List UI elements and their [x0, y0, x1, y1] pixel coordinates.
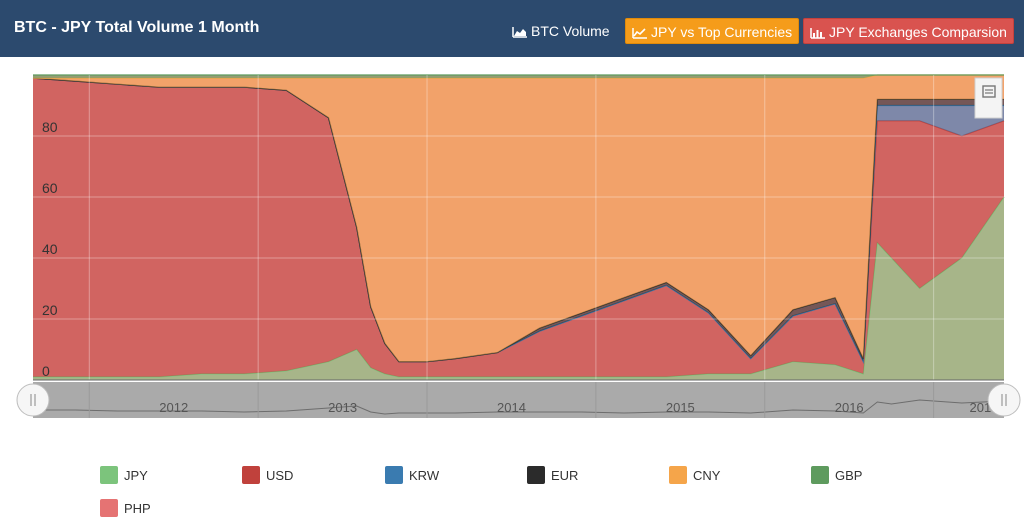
legend-label-php: PHP [124, 501, 151, 516]
legend-label-gbp: GBP [835, 468, 863, 483]
x-tick-label: 2015 [666, 400, 695, 415]
area-gbp [33, 75, 1004, 79]
export-menu-icon[interactable] [974, 77, 1003, 119]
jpy-exchanges-comparison-label: JPY Exchanges Comparsion [829, 24, 1007, 40]
time-navigator[interactable]: 2012 2013 2014 2015 2016 2017 [33, 382, 1005, 418]
legend-label-usd: USD [266, 468, 294, 483]
legend-label-cny: CNY [693, 468, 721, 483]
legend-swatch-krw [385, 466, 403, 484]
legend-label-jpy: JPY [124, 468, 148, 483]
navigator-right-handle[interactable] [987, 383, 1021, 417]
area-usd [33, 78, 1004, 377]
jpy-exchanges-comparison-button[interactable]: JPY Exchanges Comparsion [803, 18, 1014, 44]
legend-swatch-cny [669, 466, 687, 484]
chart-title: BTC - JPY Total Volume 1 Month [14, 19, 260, 36]
btc-volume-label: BTC Volume [531, 23, 610, 39]
y-tick-label: 20 [42, 302, 58, 318]
chart-header: BTC - JPY Total Volume 1 Month BTC Volum… [0, 0, 1024, 57]
legend-label-eur: EUR [551, 468, 579, 483]
legend-label-krw: KRW [409, 468, 440, 483]
y-tick-label: 40 [42, 241, 58, 257]
x-tick-label: 2016 [835, 400, 864, 415]
jpy-vs-top-currencies-label: JPY vs Top Currencies [651, 24, 793, 40]
area-krw [33, 78, 1004, 362]
x-tick-label: 2012 [159, 400, 188, 415]
y-tick-label: 60 [42, 180, 58, 196]
legend-swatch-jpy [100, 466, 118, 484]
navigator-left-handle[interactable] [16, 383, 50, 417]
legend-swatch-usd [242, 466, 260, 484]
y-tick-label: 0 [42, 363, 50, 379]
legend-swatch-php [100, 499, 118, 517]
bar-chart-icon [810, 28, 825, 39]
area-cny [33, 75, 1004, 362]
area-chart-icon [512, 27, 527, 38]
x-tick-label: 2013 [328, 400, 357, 415]
legend-swatch-eur [527, 466, 545, 484]
btc-volume-button[interactable]: BTC Volume [506, 18, 616, 44]
x-tick-label: 2014 [497, 400, 526, 415]
y-tick-label: 80 [42, 119, 58, 135]
legend-swatch-gbp [811, 466, 829, 484]
navigator-series-line [33, 399, 1005, 415]
area-jpy [33, 197, 1004, 380]
jpy-vs-top-currencies-button[interactable]: JPY vs Top Currencies [625, 18, 800, 44]
line-chart-icon [632, 28, 647, 39]
